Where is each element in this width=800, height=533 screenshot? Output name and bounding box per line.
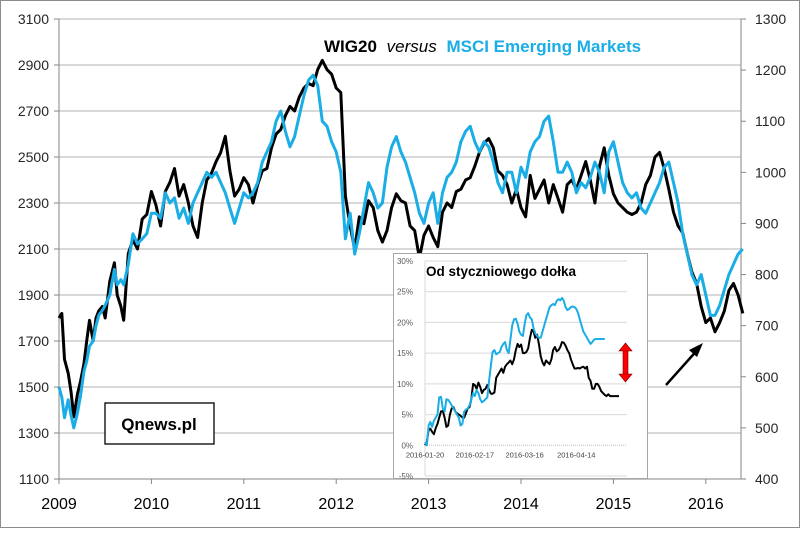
tick-label-x: 2011: [227, 496, 262, 513]
tick-label-left: 2500: [18, 149, 49, 165]
inset-tick-label-y: 0%: [401, 441, 413, 450]
tick-label-right: 600: [755, 369, 779, 385]
inset-tick-label-x: 2016-04-14: [557, 450, 595, 459]
tick-label-x: 2010: [134, 496, 170, 513]
tick-label-left: 1700: [18, 333, 49, 349]
inset-tick-label-x: 2016-02-17: [456, 450, 494, 459]
inset-title: Od styczniowego dołka: [426, 264, 577, 279]
tick-label-left: 1300: [18, 425, 49, 441]
inset-tick-label-y: 25%: [397, 288, 413, 297]
main-axes: 1100 1300 1500 1700 1900 2100 2300 2500 2700 2900…: [18, 11, 787, 513]
tick-label-left: 2300: [18, 195, 49, 211]
tick-label-x: 2015: [596, 496, 632, 513]
inset-tick-label-y: 5%: [401, 411, 413, 420]
gap-double-arrow: [618, 342, 633, 383]
inset-tick-label-y: 10%: [397, 380, 413, 389]
annotation-arrow: [665, 343, 703, 386]
tick-label-x: 2009: [41, 496, 77, 513]
inset-frame: [393, 253, 648, 479]
tick-label-left: 1900: [18, 287, 49, 303]
title-part-wig20: WIG20: [324, 37, 377, 56]
tick-label-left: 2700: [18, 103, 49, 119]
tick-label-right: 1000: [755, 164, 786, 180]
inset-tick-label-x: 2016-01-20: [406, 450, 444, 459]
tick-label-right: 1200: [755, 62, 786, 78]
arrow-head: [689, 343, 703, 357]
tick-label-right: 400: [755, 471, 779, 487]
watermark-box: Qnews.pl: [104, 402, 215, 445]
inset-series-line-msci: [424, 296, 605, 447]
tick-label-right: 500: [755, 420, 779, 436]
inset-series: [424, 296, 619, 447]
gap-arrow-head-up: [618, 342, 633, 352]
tick-label-x: 2013: [411, 496, 447, 513]
series-line-msci: [57, 73, 744, 430]
inset-gridlines: [425, 260, 627, 477]
tick-label-right: 900: [755, 215, 779, 231]
tick-label-left: 3100: [18, 11, 49, 27]
tick-label-right: 1100: [755, 113, 785, 129]
tick-label-x: 2014: [503, 496, 539, 513]
tick-label-left: 2100: [18, 241, 49, 257]
inset-chart: -5% 0% 5% 10% 15% 20% 25% 30% 2016-01-20 2016-02-…: [393, 253, 648, 481]
inset-tick-label-y: -5%: [399, 472, 413, 481]
inset-axes: -5% 0% 5% 10% 15% 20% 25% 30% 2016-01-20 2016-02-…: [397, 257, 627, 481]
tick-label-left: 2900: [18, 57, 49, 73]
tick-label-right: 1300: [755, 11, 786, 27]
inset-tick-label-y: 20%: [397, 318, 413, 327]
tick-label-left: 1500: [18, 379, 49, 395]
chart-title: WIG20 versus MSCI Emerging Markets: [324, 37, 641, 56]
tick-label-x: 2016: [688, 496, 724, 513]
inset-tick-label-y: 30%: [397, 257, 413, 266]
tick-label-right: 800: [755, 267, 779, 283]
tick-label-x: 2012: [318, 496, 354, 513]
watermark-text: Qnews.pl: [121, 415, 197, 434]
title-part-msci: MSCI Emerging Markets: [446, 37, 641, 56]
series-line-wig20: [57, 58, 745, 419]
main-series: [57, 58, 745, 430]
inset-tick-label-x: 2016-03-16: [505, 450, 543, 459]
watermark-frame: [104, 402, 215, 445]
title-part-versus: versus: [387, 37, 438, 56]
inset-tick-label-y: 15%: [397, 349, 413, 358]
gap-arrow-shaft: [622, 349, 629, 376]
tick-label-right: 700: [755, 318, 779, 334]
tick-label-left: 1100: [19, 471, 49, 487]
gap-arrow-head-down: [618, 373, 633, 383]
